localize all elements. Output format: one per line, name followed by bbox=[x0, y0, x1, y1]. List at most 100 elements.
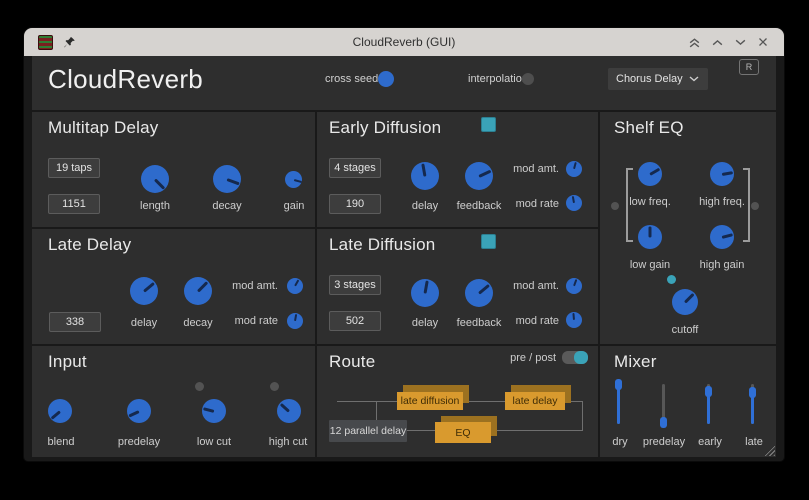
slider-track bbox=[615, 379, 622, 424]
plugin-window: CloudReverb (GUI) CloudReverb cross seed… bbox=[24, 28, 784, 461]
panel-title: Input bbox=[48, 352, 87, 371]
mixer-slider-early[interactable] bbox=[701, 384, 717, 426]
route-wire bbox=[582, 401, 583, 431]
panel-title: Route bbox=[329, 352, 376, 371]
decay-knob[interactable] bbox=[213, 165, 241, 193]
knob-label: high cut bbox=[268, 436, 308, 448]
early-diffusion-panel: Early Diffusion 4 stages 190 delay feedb… bbox=[317, 112, 598, 227]
route-wire bbox=[376, 401, 377, 431]
predelay-knob[interactable] bbox=[127, 399, 151, 423]
knob-label: blend bbox=[47, 436, 75, 448]
mixer-slider-dry[interactable] bbox=[611, 379, 627, 426]
stages-button[interactable]: 4 stages bbox=[329, 158, 381, 178]
enable-checkbox[interactable] bbox=[481, 234, 496, 249]
cutoff-enable-dot[interactable] bbox=[667, 275, 676, 284]
seed-value-box[interactable]: 502 bbox=[329, 311, 381, 331]
slider-track bbox=[749, 384, 756, 424]
panel-title: Shelf EQ bbox=[614, 118, 684, 137]
resize-grip[interactable] bbox=[762, 443, 775, 456]
mod-rate-knob[interactable] bbox=[566, 195, 582, 211]
gain-knob[interactable] bbox=[285, 171, 302, 188]
pre-post-label: pre / post bbox=[510, 352, 556, 364]
window-title: CloudReverb (GUI) bbox=[352, 35, 456, 49]
enable-checkbox[interactable] bbox=[481, 117, 496, 132]
chevron-up-icon[interactable] bbox=[710, 35, 724, 49]
slider-thumb[interactable] bbox=[615, 379, 622, 390]
knob-label: delay bbox=[411, 317, 439, 329]
taps-button[interactable]: 19 taps bbox=[48, 158, 100, 178]
high-gain-knob[interactable] bbox=[710, 225, 734, 249]
route-node-late-delay: late delay bbox=[505, 392, 565, 410]
knob-label: length bbox=[140, 200, 170, 212]
multitap-delay-panel: Multitap Delay 19 taps 1151 length decay… bbox=[32, 112, 315, 227]
slider-thumb[interactable] bbox=[705, 385, 712, 397]
app-title: CloudReverb bbox=[48, 64, 204, 94]
panel-title: Multitap Delay bbox=[48, 118, 159, 137]
left-bracket bbox=[626, 168, 633, 242]
cross-seed-label: cross seed bbox=[325, 73, 379, 85]
knob-label: low cut bbox=[196, 436, 232, 448]
route-node-late-diffusion: late diffusion bbox=[397, 392, 463, 410]
knob-label: decay bbox=[212, 200, 242, 212]
mod-rate-knob[interactable] bbox=[566, 312, 582, 328]
low-cut-knob[interactable] bbox=[202, 399, 226, 423]
double-chevron-up-icon[interactable] bbox=[687, 35, 701, 49]
mixer-slider-late[interactable] bbox=[745, 384, 761, 426]
slider-thumb[interactable] bbox=[660, 417, 667, 428]
length-knob[interactable] bbox=[141, 165, 169, 193]
knob-label: decay bbox=[183, 317, 213, 329]
mod-amt-knob[interactable] bbox=[566, 161, 582, 177]
right-bracket bbox=[743, 168, 750, 242]
interpolation-toggle[interactable] bbox=[522, 73, 534, 85]
pre-post-switch[interactable] bbox=[562, 351, 588, 364]
seed-value-box[interactable]: 190 bbox=[329, 194, 381, 214]
delay-knob[interactable] bbox=[411, 162, 439, 190]
decay-knob[interactable] bbox=[184, 277, 212, 305]
titlebar[interactable]: CloudReverb (GUI) bbox=[24, 28, 784, 56]
mixer-panel: Mixer dry predelay early late bbox=[600, 346, 776, 457]
knob-label: delay bbox=[411, 200, 439, 212]
mod-amt-knob[interactable] bbox=[287, 278, 303, 294]
high-cut-enable-dot[interactable] bbox=[270, 382, 279, 391]
mixer-slider-predelay[interactable] bbox=[656, 384, 672, 428]
blend-knob[interactable] bbox=[48, 399, 72, 423]
feedback-knob[interactable] bbox=[465, 279, 493, 307]
low-gain-knob[interactable] bbox=[638, 225, 662, 249]
preset-dropdown[interactable]: Chorus Delay bbox=[608, 68, 708, 90]
chevron-down-icon[interactable] bbox=[733, 35, 747, 49]
knob-label: low gain bbox=[629, 259, 671, 271]
chevron-down-icon bbox=[689, 76, 699, 82]
delay-knob[interactable] bbox=[411, 279, 439, 307]
seed-value-box[interactable]: 338 bbox=[49, 312, 101, 332]
close-icon[interactable] bbox=[756, 35, 770, 49]
late-delay-panel: Late Delay 338 delay decay mod amt. mod … bbox=[32, 229, 315, 344]
low-cut-enable-dot[interactable] bbox=[195, 382, 204, 391]
late-diffusion-panel: Late Diffusion 3 stages 502 delay feedba… bbox=[317, 229, 598, 344]
delay-knob[interactable] bbox=[130, 277, 158, 305]
plugin-content: CloudReverb cross seed interpolation Cho… bbox=[32, 56, 776, 457]
route-node-parallel-delay: 12 parallel delay bbox=[329, 420, 407, 442]
cutoff-knob[interactable] bbox=[672, 289, 698, 315]
mod-amt-knob[interactable] bbox=[566, 278, 582, 294]
high-freq-knob[interactable] bbox=[710, 162, 734, 186]
knob-label: low freq. bbox=[629, 196, 671, 208]
slider-label: predelay bbox=[642, 436, 686, 448]
seed-value-box[interactable]: 1151 bbox=[48, 194, 100, 214]
stages-button[interactable]: 3 stages bbox=[329, 275, 381, 295]
feedback-knob[interactable] bbox=[465, 162, 493, 190]
preset-value: Chorus Delay bbox=[616, 73, 683, 85]
mod-rate-knob[interactable] bbox=[287, 313, 303, 329]
left-link-dot[interactable] bbox=[611, 202, 619, 210]
reset-button[interactable]: R bbox=[739, 59, 759, 75]
cross-seed-toggle[interactable] bbox=[378, 71, 394, 87]
high-cut-knob[interactable] bbox=[277, 399, 301, 423]
right-link-dot[interactable] bbox=[751, 202, 759, 210]
mod-amt-label: mod amt. bbox=[513, 280, 559, 292]
pin-icon[interactable] bbox=[62, 35, 76, 49]
slider-thumb[interactable] bbox=[749, 387, 756, 398]
panel-title: Late Diffusion bbox=[329, 235, 436, 254]
knob-label: high gain bbox=[699, 259, 745, 271]
low-freq-knob[interactable] bbox=[638, 162, 662, 186]
app-icon[interactable] bbox=[38, 34, 53, 50]
interpolation-label: interpolation bbox=[468, 73, 528, 85]
